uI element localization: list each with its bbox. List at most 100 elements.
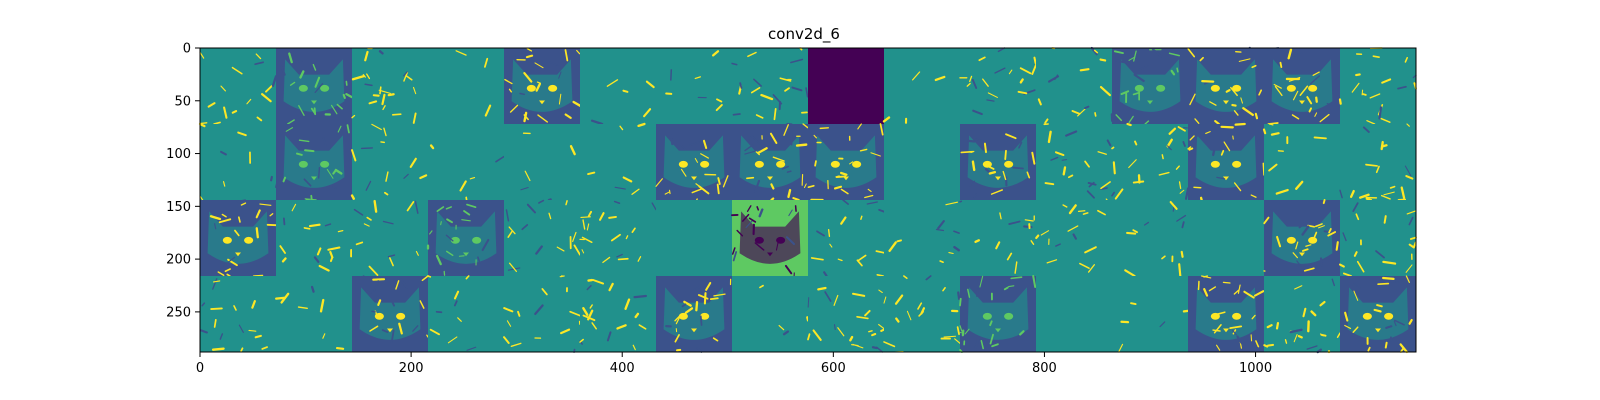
activation-stroke (587, 171, 596, 176)
activation-stroke (282, 217, 286, 226)
cat-face-shape (207, 211, 269, 264)
activation-stroke (466, 346, 477, 351)
activation-stroke (1390, 281, 1402, 284)
activation-stroke (805, 87, 809, 98)
feature-map-tile (579, 200, 657, 277)
activation-stroke (1144, 120, 1150, 125)
activation-stroke (1169, 200, 1178, 210)
activation-stroke (469, 176, 476, 180)
cat-nose-mark (539, 100, 545, 105)
activation-stroke (304, 149, 315, 153)
cat-eye-mark (678, 160, 688, 168)
activation-stroke (792, 197, 800, 202)
activation-stroke (1182, 141, 1186, 147)
activation-stroke (1385, 325, 1393, 329)
activation-stroke (1128, 115, 1134, 124)
cat-face-shape (359, 287, 421, 340)
activation-stroke (582, 307, 589, 316)
activation-stroke (731, 247, 736, 255)
activation-stroke (790, 58, 804, 64)
activation-stroke (616, 253, 623, 258)
activation-stroke (440, 221, 442, 226)
feature-map-tile (276, 200, 353, 277)
activation-stroke (1394, 319, 1405, 326)
activation-stroke (538, 199, 545, 204)
activation-stroke (364, 50, 369, 62)
activation-stroke (823, 271, 828, 278)
activation-stroke (1352, 202, 1359, 213)
activation-stroke (1189, 135, 1195, 141)
tile-background (580, 48, 657, 125)
activation-stroke (1279, 61, 1283, 69)
activation-stroke (1143, 221, 1150, 226)
activation-stroke (638, 324, 647, 330)
activation-stroke (698, 185, 710, 195)
activation-stroke (1128, 56, 1136, 61)
activation-stroke (1219, 115, 1230, 126)
tile-background (200, 48, 277, 125)
activation-stroke (484, 57, 489, 68)
activation-stroke (807, 184, 815, 189)
feature-map-tile (504, 48, 582, 125)
activation-stroke (289, 81, 296, 86)
activation-stroke (342, 93, 346, 99)
activation-stroke (994, 67, 1006, 74)
activation-stroke (995, 241, 1001, 250)
activation-stroke (581, 249, 585, 254)
activation-stroke (385, 171, 389, 182)
activation-stroke (1077, 210, 1086, 213)
activation-stroke (870, 152, 881, 157)
activation-stroke (1351, 82, 1360, 93)
feature-map-tile (959, 200, 1037, 277)
activation-stroke (781, 165, 789, 170)
activation-stroke (240, 347, 244, 352)
activation-stroke (772, 156, 785, 162)
activation-stroke (684, 307, 694, 314)
activation-stroke (1179, 189, 1185, 194)
activation-stroke (211, 347, 225, 351)
activation-stroke (556, 246, 565, 252)
activation-stroke (1026, 171, 1031, 179)
activation-stroke (683, 300, 692, 307)
activation-stroke (606, 79, 619, 87)
feature-map-tile (1264, 47, 1341, 125)
cat-face-shape (1195, 135, 1257, 188)
activation-stroke (849, 335, 854, 342)
tile-background (1340, 200, 1417, 277)
activation-stroke (459, 180, 467, 192)
activation-stroke (1242, 107, 1255, 117)
feature-map-tile (350, 123, 429, 201)
activation-stroke (1312, 71, 1320, 76)
feature-map-tile (1339, 123, 1417, 201)
activation-stroke (689, 141, 702, 146)
cat-eye-mark (852, 160, 862, 168)
activation-stroke (222, 181, 226, 187)
feature-map-tile (503, 275, 581, 353)
activation-stroke (695, 346, 703, 353)
cat-eye-mark (1232, 160, 1242, 168)
activation-stroke (252, 274, 264, 277)
activation-stroke (969, 75, 973, 83)
cat-nose-mark (311, 176, 317, 181)
activation-stroke (1383, 191, 1395, 196)
activation-stroke (979, 275, 984, 288)
cat-face-shape (967, 287, 1029, 340)
activation-stroke (716, 183, 720, 195)
activation-stroke (1251, 314, 1256, 320)
activation-stroke (1306, 96, 1313, 105)
activation-stroke (218, 218, 232, 224)
activation-stroke (777, 134, 783, 138)
activation-stroke (1237, 284, 1241, 294)
activation-stroke (675, 313, 682, 325)
activation-stroke (1002, 170, 1007, 181)
activation-stroke (534, 304, 544, 315)
activation-stroke (355, 241, 364, 246)
tile-background (884, 200, 961, 277)
activation-stroke (246, 98, 252, 105)
tile-background (580, 200, 657, 277)
activation-stroke (1263, 344, 1269, 348)
activation-stroke (875, 250, 885, 254)
activation-stroke (878, 323, 885, 330)
activation-stroke (591, 322, 597, 330)
activation-stroke (1061, 159, 1068, 161)
